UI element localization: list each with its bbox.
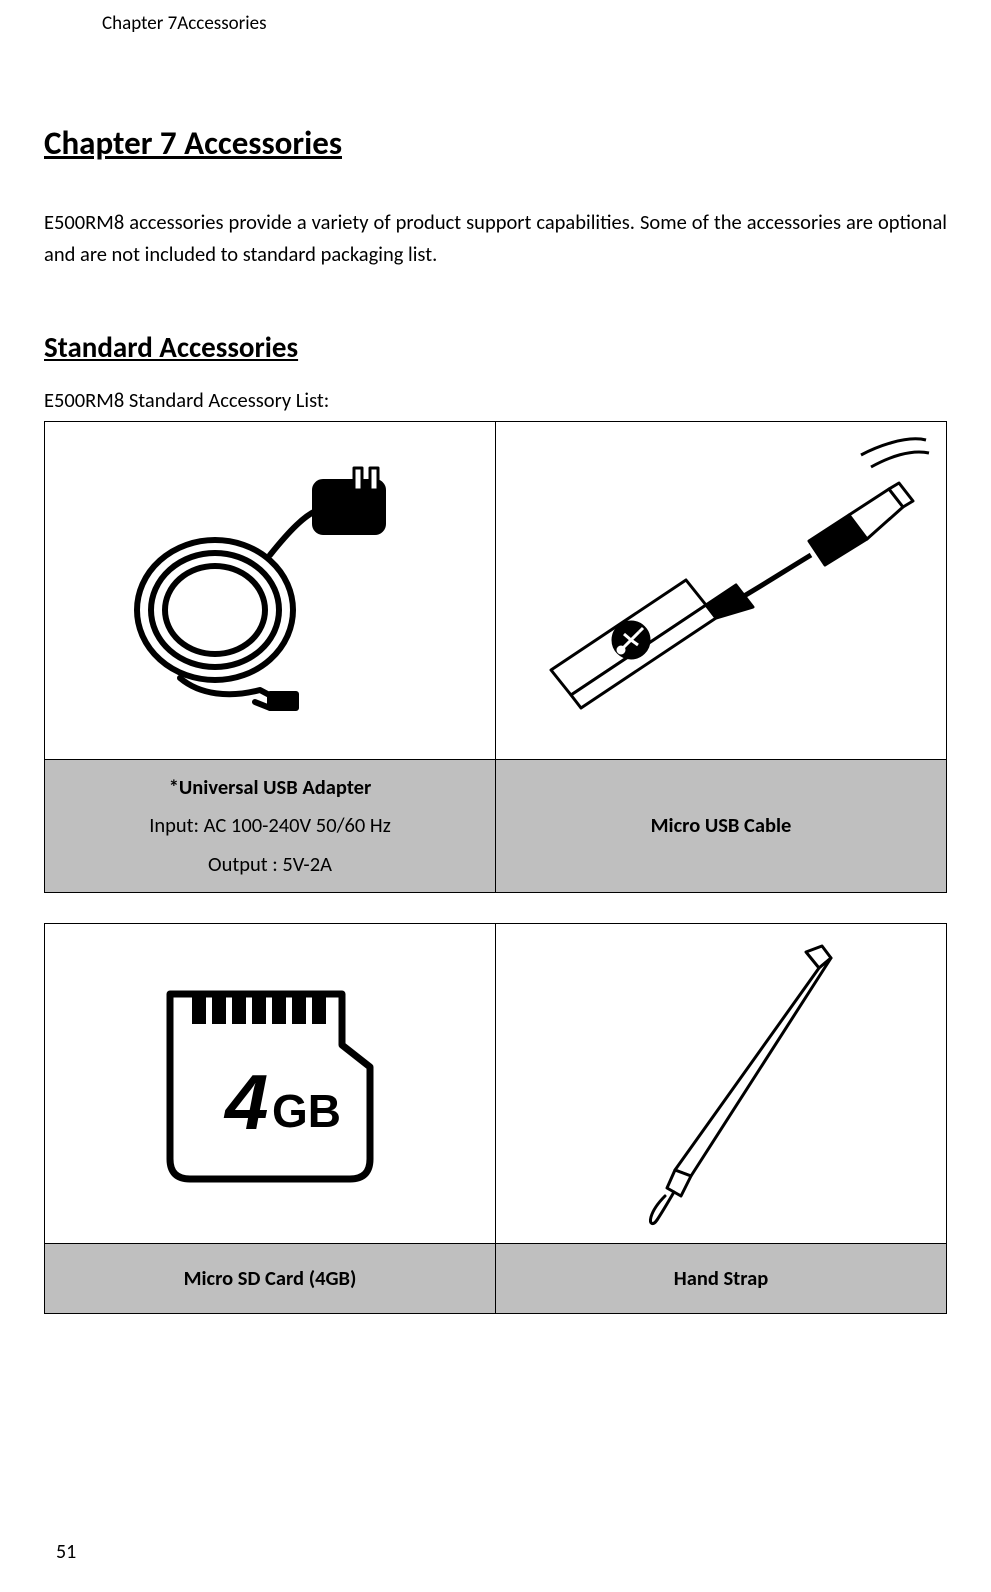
accessory-image-cell — [45, 421, 496, 759]
accessory-image-cell — [496, 924, 947, 1244]
page-number: 51 — [56, 1540, 76, 1564]
accessory-label-cell: Micro USB Cable — [496, 759, 947, 893]
chapter-title: Chapter 7 Accessories — [44, 123, 947, 163]
table-row: 4 GB — [45, 924, 947, 1244]
accessory-label-cell: Hand Strap — [496, 1244, 947, 1314]
accessory-label-line: Micro USB Cable — [651, 812, 792, 838]
accessory-table-1: *Universal USB Adapter Input: AC 100-240V… — [44, 421, 947, 894]
running-header: Chapter 7Accessories — [102, 12, 947, 35]
accessory-label-line: *Universal USB Adapter — [169, 774, 372, 800]
table-row — [45, 421, 947, 759]
list-intro: E500RM8 Standard Accessory List: — [44, 387, 947, 413]
table-row: *Universal USB Adapter Input: AC 100-240V… — [45, 759, 947, 893]
accessory-label-line: Micro SD Card (4GB) — [184, 1265, 357, 1291]
hand-strap-icon — [571, 934, 871, 1234]
document-page: Chapter 7Accessories Chapter 7 Accessori… — [0, 0, 991, 1592]
section-title: Standard Accessories — [44, 329, 947, 365]
table-row: Micro SD Card (4GB) Hand Strap — [45, 1244, 947, 1314]
accessory-image-cell — [496, 421, 947, 759]
accessory-label-cell: Micro SD Card (4GB) — [45, 1244, 496, 1314]
accessory-label-line: Input: AC 100-240V 50/60 Hz — [149, 812, 391, 838]
accessory-image-cell: 4 GB — [45, 924, 496, 1244]
usb-adapter-icon — [120, 460, 420, 720]
micro-usb-cable-icon — [511, 435, 931, 745]
accessory-label-line: Hand Strap — [674, 1265, 768, 1291]
micro-sd-card-icon: 4 GB — [130, 969, 410, 1199]
accessory-label-cell: *Universal USB Adapter Input: AC 100-240V… — [45, 759, 496, 893]
sd-capacity-number: 4 — [223, 1058, 268, 1146]
accessory-label-line: Output : 5V-2A — [208, 851, 332, 877]
accessory-table-2: 4 GB — [44, 923, 947, 1314]
intro-paragraph: E500RM8 accessories provide a variety of… — [44, 207, 947, 271]
sd-capacity-unit: GB — [272, 1085, 341, 1137]
